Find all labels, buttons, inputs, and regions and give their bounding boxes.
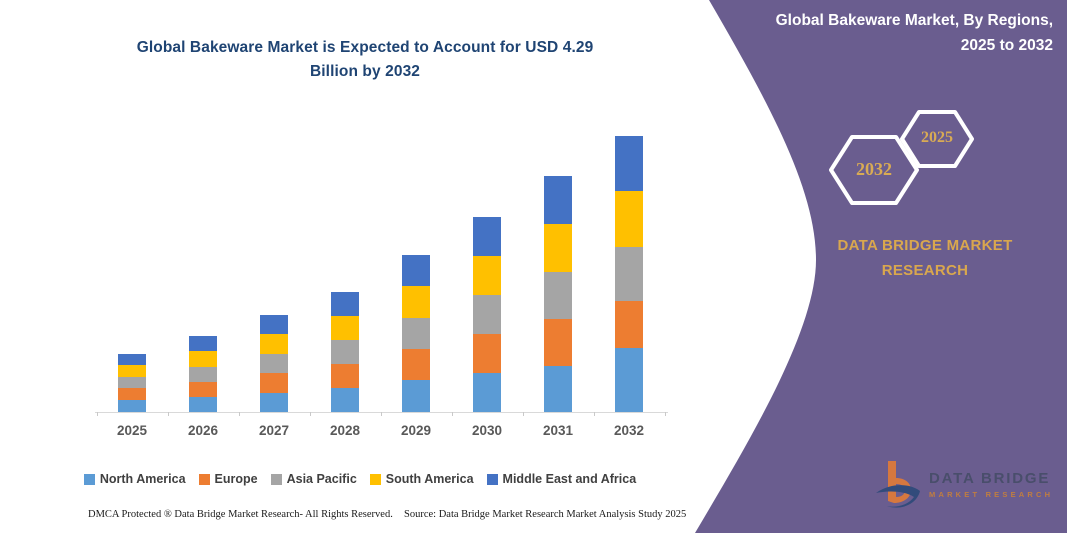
bar-segment-2032-north-america [615, 348, 643, 412]
bar-segment-2029-middle-east-and-africa [402, 255, 430, 286]
bar-segment-2030-asia-pacific [473, 295, 501, 334]
panel-title-line2: 2025 to 2032 [960, 37, 1053, 54]
bar-segment-2029-south-america [402, 286, 430, 318]
x-axis-label-2032: 2032 [613, 423, 645, 438]
logo-swoosh-shape [876, 485, 920, 508]
bar-segment-2029-north-america [402, 380, 430, 412]
x-axis-label-2029: 2029 [400, 423, 432, 438]
hexagon-2032-label: 2032 [856, 159, 892, 179]
logo-title: DATA BRIDGE [929, 469, 1051, 487]
bar-segment-2030-south-america [473, 256, 501, 295]
brand-line1: DATA BRIDGE MARKET [837, 237, 1013, 254]
stacked-bar-chart: 2025 2026 2027 2028 2029 2030 2031 2032 [95, 136, 668, 438]
bar-segment-2025-south-america [118, 365, 146, 377]
chart-legend: North America Europe Asia Pacific South Ame… [30, 472, 690, 486]
bar-segment-2027-middle-east-and-africa [260, 315, 288, 334]
x-axis-tick [451, 412, 453, 416]
bar-segment-2032-europe [615, 301, 643, 348]
x-axis-label-2030: 2030 [471, 423, 503, 438]
x-axis-tick [167, 412, 169, 416]
x-axis-tick [664, 412, 666, 416]
bar-segment-2026-north-america [189, 397, 217, 412]
bar-segment-2029-europe [402, 349, 430, 380]
bar-segment-2025-asia-pacific [118, 377, 146, 388]
bar-segment-2031-europe [544, 319, 572, 366]
bar-segment-2028-south-america [331, 316, 359, 340]
legend-label: Europe [214, 472, 258, 486]
bar-segment-2029-asia-pacific [402, 318, 430, 349]
dbmr-logo-icon [876, 461, 920, 508]
x-axis-tick [96, 412, 98, 416]
x-axis-tick [380, 412, 382, 416]
x-axis-label-2028: 2028 [329, 423, 361, 438]
bar-segment-2030-europe [473, 334, 501, 373]
x-axis-label-2027: 2027 [258, 423, 290, 438]
bar-segment-2025-north-america [118, 400, 146, 412]
legend-item-europe: Europe [198, 472, 258, 486]
bar-segment-2025-middle-east-and-africa [118, 354, 146, 365]
bar-segment-2032-asia-pacific [615, 247, 643, 301]
bar-segment-2027-south-america [260, 334, 288, 354]
legend-label: Middle East and Africa [502, 472, 637, 486]
bar-segment-2031-north-america [544, 366, 572, 412]
bar-segment-2030-north-america [473, 373, 501, 412]
bar-segment-2026-asia-pacific [189, 367, 217, 382]
legend-item-south-america: South America [369, 472, 474, 486]
bar-segment-2032-south-america [615, 191, 643, 247]
bar-segment-2031-asia-pacific [544, 272, 572, 319]
x-axis-tick [309, 412, 311, 416]
bar-segment-2026-europe [189, 382, 217, 397]
legend-label: Asia Pacific [286, 472, 357, 486]
panel-title-line1: Global Bakeware Market, By Regions, [775, 12, 1053, 29]
dbmr-logo: DATA BRIDGE MARKET RESEARCH [874, 459, 1053, 509]
bar-segment-2027-asia-pacific [260, 354, 288, 373]
bar-segment-2030-middle-east-and-africa [473, 217, 501, 256]
legend-swatch [486, 473, 498, 485]
bar-segment-2032-middle-east-and-africa [615, 136, 643, 191]
bar-segment-2028-north-america [331, 388, 359, 412]
x-axis-line [95, 412, 668, 413]
x-axis-label-2025: 2025 [116, 423, 148, 438]
bar-segment-2028-europe [331, 364, 359, 388]
logo-b-shape [888, 461, 911, 503]
legend-label: South America [385, 472, 474, 486]
x-axis-tick [593, 412, 595, 416]
legend-label: North America [99, 472, 186, 486]
legend-item-middle-east-and-africa: Middle East and Africa [486, 472, 637, 486]
legend-swatch [369, 473, 381, 485]
bar-segment-2027-north-america [260, 393, 288, 412]
bar-segment-2028-middle-east-and-africa [331, 292, 359, 316]
bar-segment-2027-europe [260, 373, 288, 393]
chart-title-line2: Billion by 2032 [309, 63, 421, 80]
bar-segment-2026-south-america [189, 351, 217, 367]
bar-segment-2026-middle-east-and-africa [189, 336, 217, 351]
hexagon-2025-label: 2025 [921, 129, 953, 146]
bar-segment-2028-asia-pacific [331, 340, 359, 364]
x-axis-label-2026: 2026 [187, 423, 219, 438]
x-axis-tick [238, 412, 240, 416]
legend-item-asia-pacific: Asia Pacific [270, 472, 357, 486]
bar-segment-2031-south-america [544, 224, 572, 272]
chart-title: Global Bakeware Market is Expected to Ac… [45, 36, 685, 84]
panel-title: Global Bakeware Market, By Regions, 2025… [723, 8, 1053, 58]
brand-wordmark: DATA BRIDGE MARKET RESEARCH [800, 233, 1050, 283]
source-text: Source: Data Bridge Market Research Mark… [404, 509, 687, 520]
x-axis-label-2031: 2031 [542, 423, 574, 438]
logo-subtitle: MARKET RESEARCH [929, 489, 1054, 499]
bar-segment-2025-europe [118, 388, 146, 400]
brand-line2: RESEARCH [881, 262, 969, 279]
legend-swatch [198, 473, 210, 485]
legend-swatch [83, 473, 95, 485]
bar-segment-2031-middle-east-and-africa [544, 176, 572, 224]
copyright-text: DMCA Protected ® Data Bridge Market Rese… [88, 509, 393, 520]
chart-title-line1: Global Bakeware Market is Expected to Ac… [136, 39, 594, 56]
x-axis-tick [522, 412, 524, 416]
legend-item-north-america: North America [83, 472, 186, 486]
legend-swatch [270, 473, 282, 485]
